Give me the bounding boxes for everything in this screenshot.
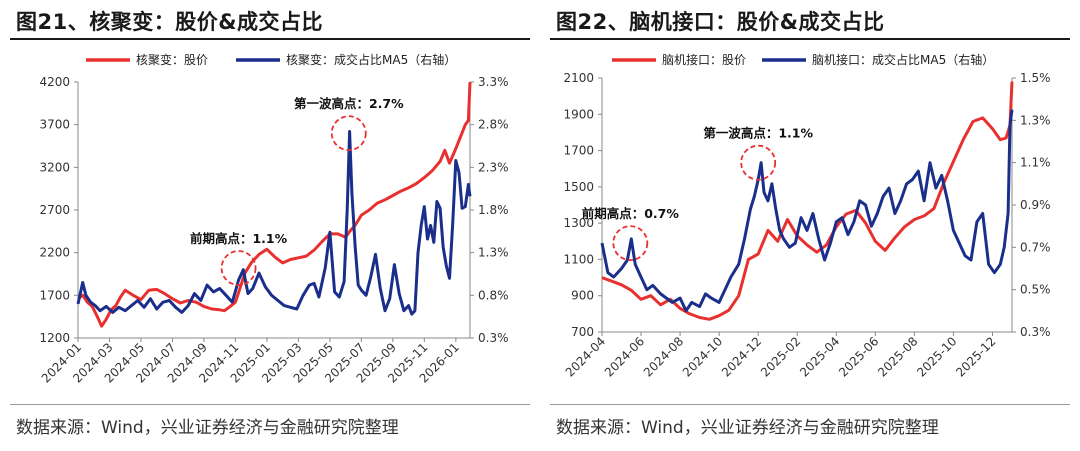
x-tick-label: 2025-06 [836,334,881,379]
x-tick-label: 2024-08 [641,334,686,379]
chart-fusion: 1200 1700 2200 2700 3200 3700 4200 0.3% 0.8% 1.3%… [39,52,509,386]
y-left-tick-label: 1700 [563,144,594,158]
annotation-label: 前期高点：1.1% [190,231,288,246]
y-left-tick-label: 1300 [563,216,594,230]
chart-title: 图21、核聚变：股价&成交占比 [16,10,324,34]
x-tick-label: 2024-06 [602,334,647,379]
y-left-tick-label: 1900 [563,107,594,121]
x-tick-label: 2024-10 [680,334,725,379]
y-left-tick-label: 1700 [39,288,70,302]
y-right-tick-label: 2.8% [478,118,509,132]
y-right-tick-label: 0.7% [1020,240,1051,254]
y-right-tick-label: 0.8% [478,288,509,302]
y-right-tick-label: 0.5% [1020,283,1051,297]
title-rule [10,38,530,40]
y-right-tick-label: 0.3% [478,331,509,345]
annotation-circle [220,250,257,286]
source-note: 数据来源：Wind，兴业证券经济与金融研究院整理 [556,418,939,438]
x-tick-label: 2025-04 [797,334,842,379]
x-tick-label: 2024-04 [563,334,608,379]
legend-ratio-label: 脑机接口：成交占比MA5（右轴） [812,52,994,67]
y-left-tick-label: 2200 [39,246,70,260]
x-tick-label: 2025-12 [953,334,998,379]
left-chart-panel: 图21、核聚变：股价&成交占比 1200 1700 2200 2700 3200 3700… [6,0,534,451]
annotation-circle [740,144,777,181]
annotation-label: 第一波高点：2.7% [294,96,404,111]
y-right-tick-label: 0.9% [1020,198,1051,212]
y-left-tick-label: 1200 [39,331,70,345]
series-price-line [601,81,1014,321]
source-rule [550,404,1070,405]
chart-title: 图22、脑机接口：股价&成交占比 [556,10,885,34]
annotation-circle [612,225,649,262]
annotation-label: 第一波高点：1.1% [703,126,813,141]
y-right-tick-label: 3.3% [478,75,509,89]
x-tick-label: 2025-10 [914,334,959,379]
chart-bci: 700 900 1100 1300 1500 1700 1900 2100 0.3% 0.5% 0.… [563,52,1051,380]
right-chart-panel: 图22、脑机接口：股价&成交占比 700 900 1100 1300 1500 1700 1… [546,0,1074,451]
y-left-tick-label: 3700 [39,118,70,132]
legend-ratio-label: 核聚变：成交占比MA5（右轴） [286,52,456,67]
x-tick-label: 2024-12 [719,334,764,379]
source-note: 数据来源：Wind，兴业证券经济与金融研究院整理 [16,418,399,438]
x-tick-label: 2025-02 [758,334,803,379]
annotation-label: 前期高点：0.7% [582,206,680,221]
x-tick-label: 2025-08 [875,334,920,379]
title-rule [550,38,1070,40]
y-left-tick-label: 3200 [39,160,70,174]
y-left-tick-label: 1100 [563,252,594,266]
series-price-line [77,81,472,328]
y-left-tick-label: 2100 [563,71,594,85]
y-left-tick-label: 900 [571,289,594,303]
series-ratio-line [76,130,472,316]
y-right-tick-label: 1.1% [1020,156,1051,170]
y-right-tick-label: 1.3% [478,246,509,260]
y-left-tick-label: 1500 [563,180,594,194]
y-right-tick-label: 0.3% [1020,325,1051,339]
series-ratio-line [600,109,1014,313]
y-right-tick-label: 1.5% [1020,71,1051,85]
y-right-tick-label: 2.3% [478,160,509,174]
y-left-tick-label: 4200 [39,75,70,89]
annotation-circle [330,115,367,152]
legend-price-label: 核聚变：股价 [136,52,208,67]
y-right-tick-label: 1.8% [478,203,509,217]
y-left-tick-label: 2700 [39,203,70,217]
y-left-tick-label: 700 [571,325,594,339]
source-rule [10,404,530,405]
legend-price-label: 脑机接口：股价 [662,52,746,67]
y-right-tick-label: 1.3% [1020,113,1051,127]
